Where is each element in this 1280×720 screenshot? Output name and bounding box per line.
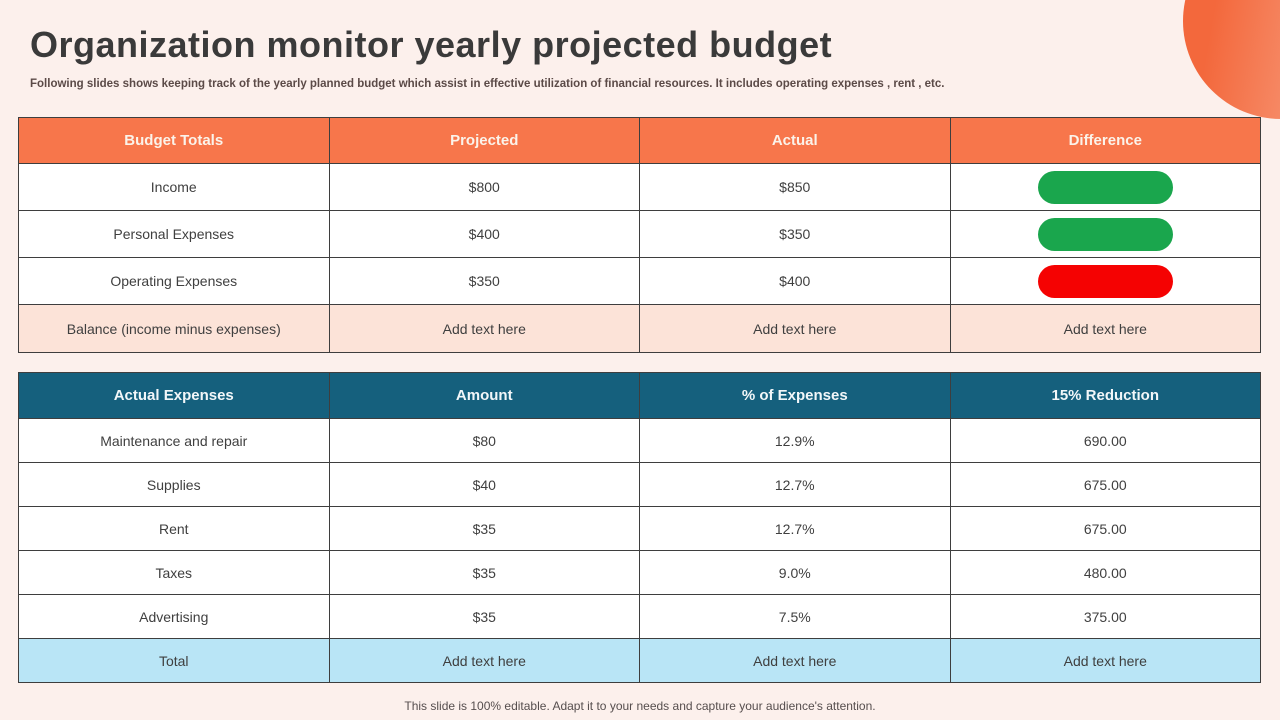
difference-indicator-pill	[1037, 217, 1173, 251]
expenses-table-header-amount: Amount	[329, 373, 639, 418]
expense-row-label: Maintenance and repair	[19, 419, 329, 462]
expense-row-amount: $40	[329, 463, 639, 506]
difference-indicator-pill	[1037, 170, 1173, 204]
balance-placeholder-projected[interactable]: Add text here	[329, 305, 639, 352]
expenses-table-header-name: Actual Expenses	[19, 373, 329, 418]
total-placeholder-amount[interactable]: Add text here	[329, 639, 639, 682]
total-placeholder-percent[interactable]: Add text here	[640, 639, 950, 682]
expense-row-label: Advertising	[19, 595, 329, 638]
expense-row-reduction: 480.00	[950, 551, 1260, 594]
total-placeholder-reduction[interactable]: Add text here	[950, 639, 1260, 682]
expense-row-reduction: 675.00	[950, 507, 1260, 550]
expense-row-reduction: 375.00	[950, 595, 1260, 638]
budget-table-header-projected: Projected	[329, 118, 639, 163]
expense-row-reduction: 675.00	[950, 463, 1260, 506]
expense-row-label: Taxes	[19, 551, 329, 594]
expense-row-amount: $35	[329, 507, 639, 550]
expense-row-reduction: 690.00	[950, 419, 1260, 462]
difference-indicator-pill	[1037, 264, 1173, 298]
budget-row-projected: $400	[329, 211, 639, 257]
budget-row-difference	[950, 258, 1260, 304]
budget-table-header-totals: Budget Totals	[19, 118, 329, 163]
expense-row-percent: 12.7%	[640, 507, 950, 550]
budget-row-actual: $400	[640, 258, 950, 304]
budget-row-projected: $800	[329, 164, 639, 210]
corner-circle-decoration	[1183, 0, 1280, 119]
page-subtitle: Following slides shows keeping track of …	[30, 78, 945, 90]
expense-row-percent: 12.9%	[640, 419, 950, 462]
budget-table: Budget Totals Projected Actual Differenc…	[18, 117, 1261, 353]
budget-row-label: Personal Expenses	[19, 211, 329, 257]
expense-row-amount: $80	[329, 419, 639, 462]
expense-row-label: Rent	[19, 507, 329, 550]
balance-placeholder-difference[interactable]: Add text here	[950, 305, 1260, 352]
expense-row-amount: $35	[329, 595, 639, 638]
expense-row-percent: 9.0%	[640, 551, 950, 594]
expense-row-label: Supplies	[19, 463, 329, 506]
expense-row-percent: 7.5%	[640, 595, 950, 638]
editable-note: This slide is 100% editable. Adapt it to…	[404, 699, 876, 713]
page-title: Organization monitor yearly projected bu…	[30, 24, 833, 65]
expenses-table: Actual Expenses Amount % of Expenses 15%…	[18, 372, 1261, 683]
expense-row-amount: $35	[329, 551, 639, 594]
budget-row-difference	[950, 211, 1260, 257]
expenses-table-header-reduction: 15% Reduction	[950, 373, 1260, 418]
total-row-label: Total	[19, 639, 329, 682]
budget-row-actual: $850	[640, 164, 950, 210]
budget-row-label: Income	[19, 164, 329, 210]
expense-row-percent: 12.7%	[640, 463, 950, 506]
budget-row-actual: $350	[640, 211, 950, 257]
balance-placeholder-actual[interactable]: Add text here	[640, 305, 950, 352]
budget-row-difference	[950, 164, 1260, 210]
budget-table-header-difference: Difference	[950, 118, 1260, 163]
budget-table-header-actual: Actual	[640, 118, 950, 163]
budget-row-projected: $350	[329, 258, 639, 304]
balance-row-label: Balance (income minus expenses)	[19, 305, 329, 352]
budget-row-label: Operating Expenses	[19, 258, 329, 304]
expenses-table-header-percent: % of Expenses	[640, 373, 950, 418]
